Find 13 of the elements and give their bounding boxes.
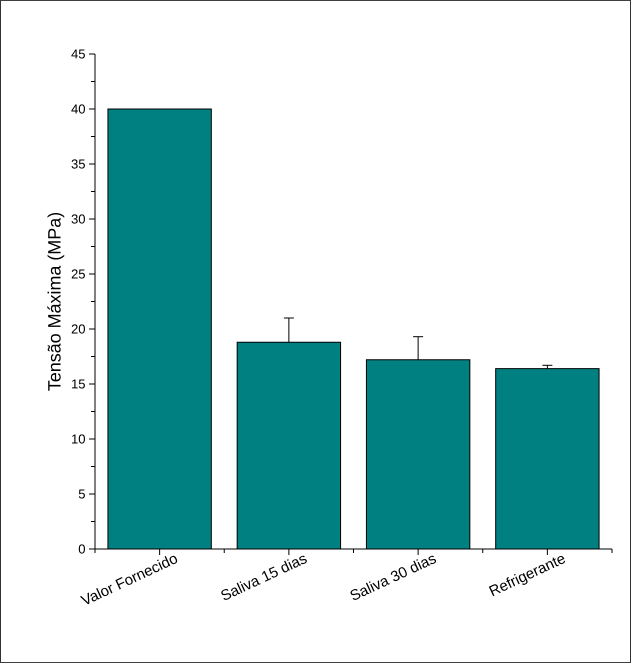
x-tick-label: Saliva 30 dias — [350, 556, 436, 600]
y-tick-label: 20 — [72, 324, 85, 334]
y-tick-label: 10 — [72, 434, 85, 444]
y-tick-label: 0 — [78, 544, 85, 554]
y-tick-label: 25 — [72, 269, 85, 279]
y-tick-label: 5 — [78, 489, 85, 499]
y-tick-label: 45 — [71, 49, 85, 59]
y-axis-title: Tensão Máxima (MPa) — [47, 212, 64, 391]
y-tick-label: 35 — [72, 159, 85, 169]
y-tick-label: 40 — [71, 104, 85, 114]
y-tick-label: 30 — [72, 214, 85, 224]
y-tick-label: 15 — [72, 379, 85, 389]
x-tick-label: Saliva 15 dias — [221, 556, 307, 600]
